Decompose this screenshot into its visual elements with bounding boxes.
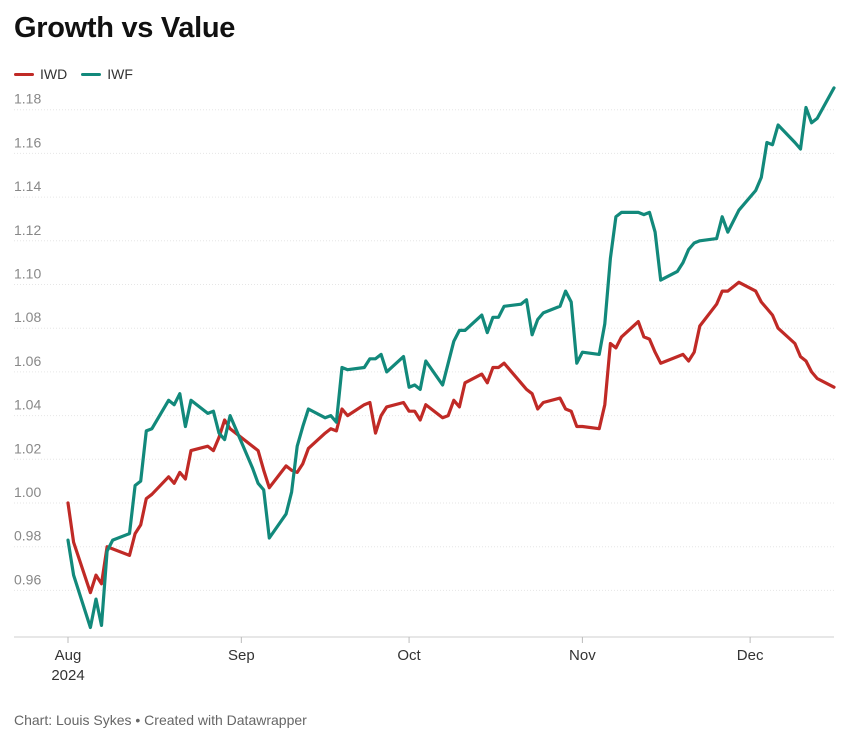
y-tick-label: 1.04 xyxy=(14,397,41,413)
x-tick-label: Sep xyxy=(228,647,255,664)
legend-label-iwf: IWF xyxy=(107,66,133,82)
y-tick-label: 1.14 xyxy=(14,178,41,194)
y-tick-label: 1.18 xyxy=(14,91,41,107)
x-tick-label: Aug xyxy=(55,647,82,664)
legend-swatch-iwd xyxy=(14,72,34,76)
y-tick-label: 1.16 xyxy=(14,134,41,150)
legend-item-iwd: IWD xyxy=(14,66,67,82)
y-tick-label: 0.98 xyxy=(14,528,41,544)
series-line-iwf xyxy=(66,86,836,630)
y-tick-label: 1.10 xyxy=(14,266,41,282)
x-tick-sublabel: 2024 xyxy=(51,667,84,684)
chart-source-note: Chart: Louis Sykes • Created with Datawr… xyxy=(14,712,307,728)
x-tick-label: Dec xyxy=(737,647,764,664)
series-line-iwd xyxy=(66,280,836,595)
line-chart: 1.18 1.16 1.14 1.12 1.10 1.08 1.06 1.04 1.02 1.00… xyxy=(14,86,836,684)
y-tick-label: 1.08 xyxy=(14,309,41,325)
y-tick-label: 0.96 xyxy=(14,571,41,587)
legend: IWD IWF xyxy=(14,66,133,82)
legend-label-iwd: IWD xyxy=(40,66,68,82)
y-tick-label: 1.00 xyxy=(14,484,41,500)
x-tick-label: Oct xyxy=(397,647,421,664)
y-tick-label: 1.02 xyxy=(14,440,41,456)
y-tick-label: 1.06 xyxy=(14,353,41,369)
chart-title: Growth vs Value xyxy=(14,12,236,44)
legend-item-iwf: IWF xyxy=(81,66,133,82)
x-tick-label: Nov xyxy=(569,647,596,664)
legend-swatch-iwf xyxy=(81,72,102,76)
y-tick-label: 1.12 xyxy=(14,222,41,238)
